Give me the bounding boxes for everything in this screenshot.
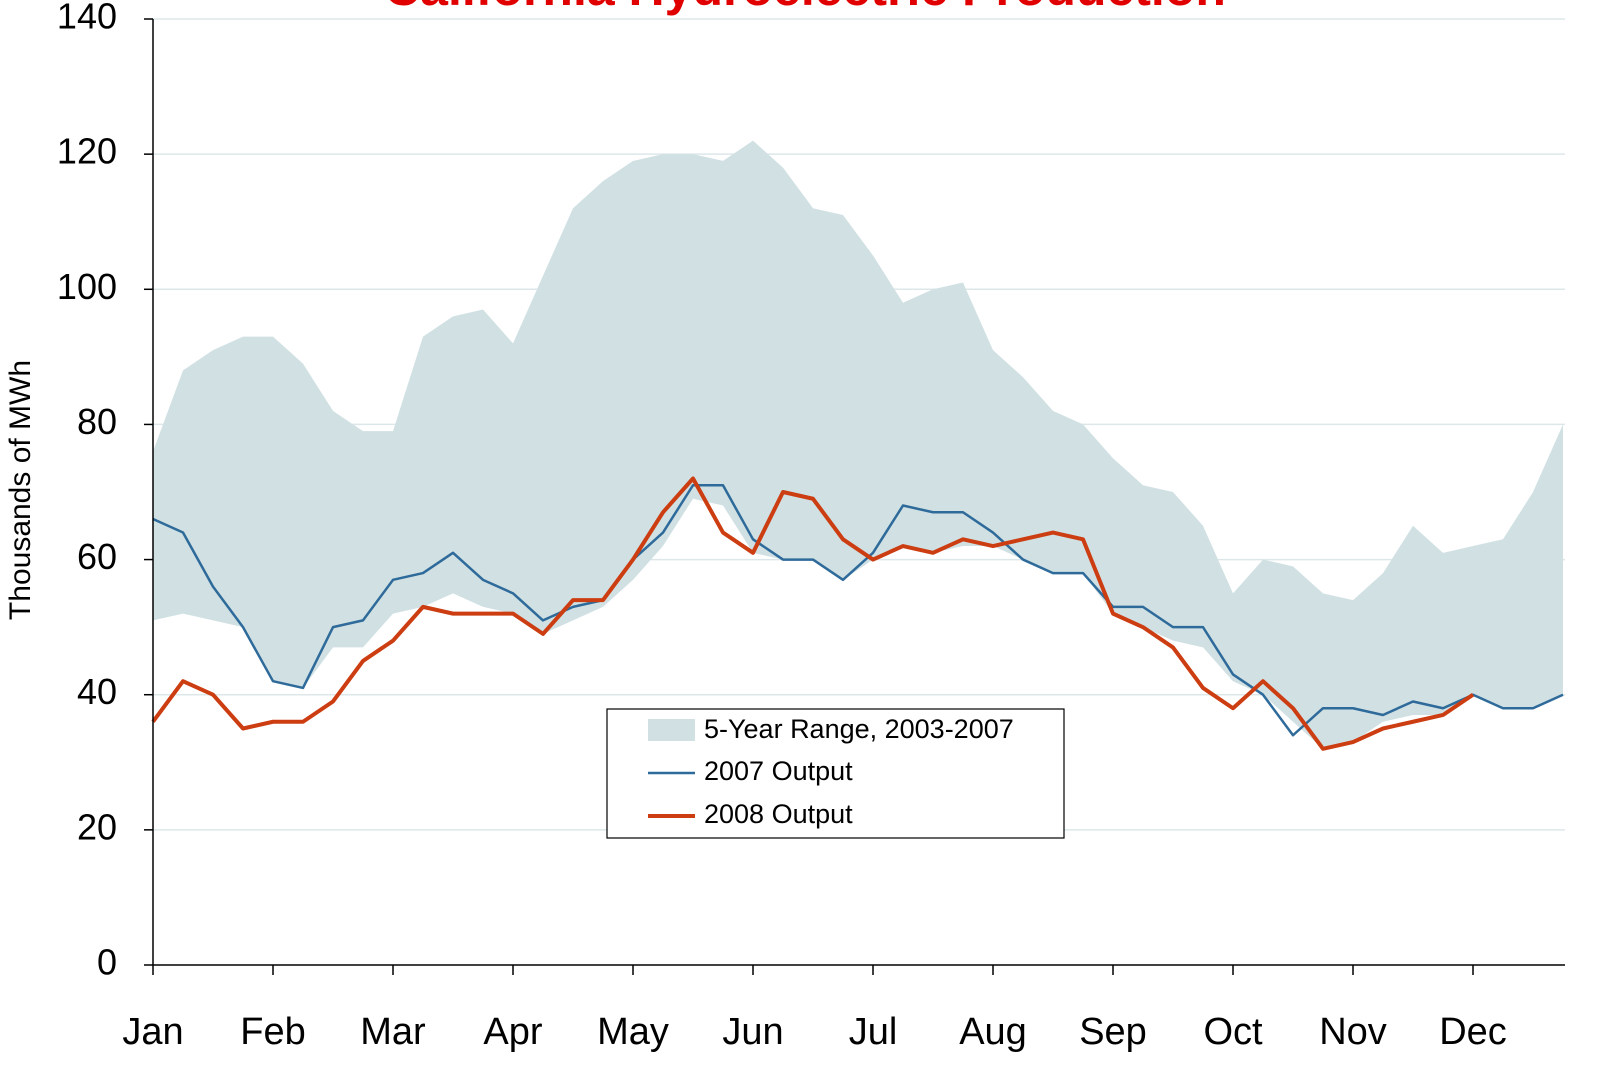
y-tick-label: 140 — [57, 0, 117, 37]
x-tick-label: Jan — [122, 1011, 183, 1053]
x-tick-label: Apr — [483, 1011, 542, 1053]
series-line — [152, 483, 1564, 737]
legend-label: 2008 Output — [704, 799, 853, 829]
x-tick-label: Feb — [240, 1011, 305, 1053]
y-tick-label: 100 — [57, 266, 117, 307]
y-tick-label: 120 — [57, 131, 117, 172]
y-tick-label: 0 — [97, 942, 117, 983]
legend-label: 5-Year Range, 2003-2007 — [704, 714, 1014, 744]
x-tick-label: Nov — [1319, 1011, 1387, 1053]
x-tick-label: Mar — [360, 1011, 426, 1053]
x-tick-label: Oct — [1203, 1011, 1263, 1053]
x-tick-label: Dec — [1439, 1011, 1507, 1053]
chart-title: California Hydroelectric Production — [384, 0, 1226, 16]
x-tick-label: Jul — [849, 1011, 898, 1053]
x-tick-label: Aug — [959, 1011, 1027, 1053]
range-area — [153, 140, 1563, 749]
series-line — [151, 476, 1475, 751]
x-tick-label: Jun — [722, 1011, 783, 1053]
y-axis-label: Thousands of MWh — [4, 360, 37, 620]
legend-swatch — [648, 719, 695, 741]
legend-label: 2007 Output — [704, 756, 853, 786]
y-tick-label: 60 — [77, 536, 117, 577]
y-tick-label: 20 — [77, 806, 117, 847]
x-tick-label: Sep — [1079, 1011, 1147, 1053]
legend: 5-Year Range, 2003-2007 2007 Output 2008 O… — [606, 708, 1065, 839]
y-tick-label: 80 — [77, 401, 117, 442]
x-tick-label: May — [597, 1011, 669, 1053]
y-tick-label: 40 — [77, 671, 117, 712]
